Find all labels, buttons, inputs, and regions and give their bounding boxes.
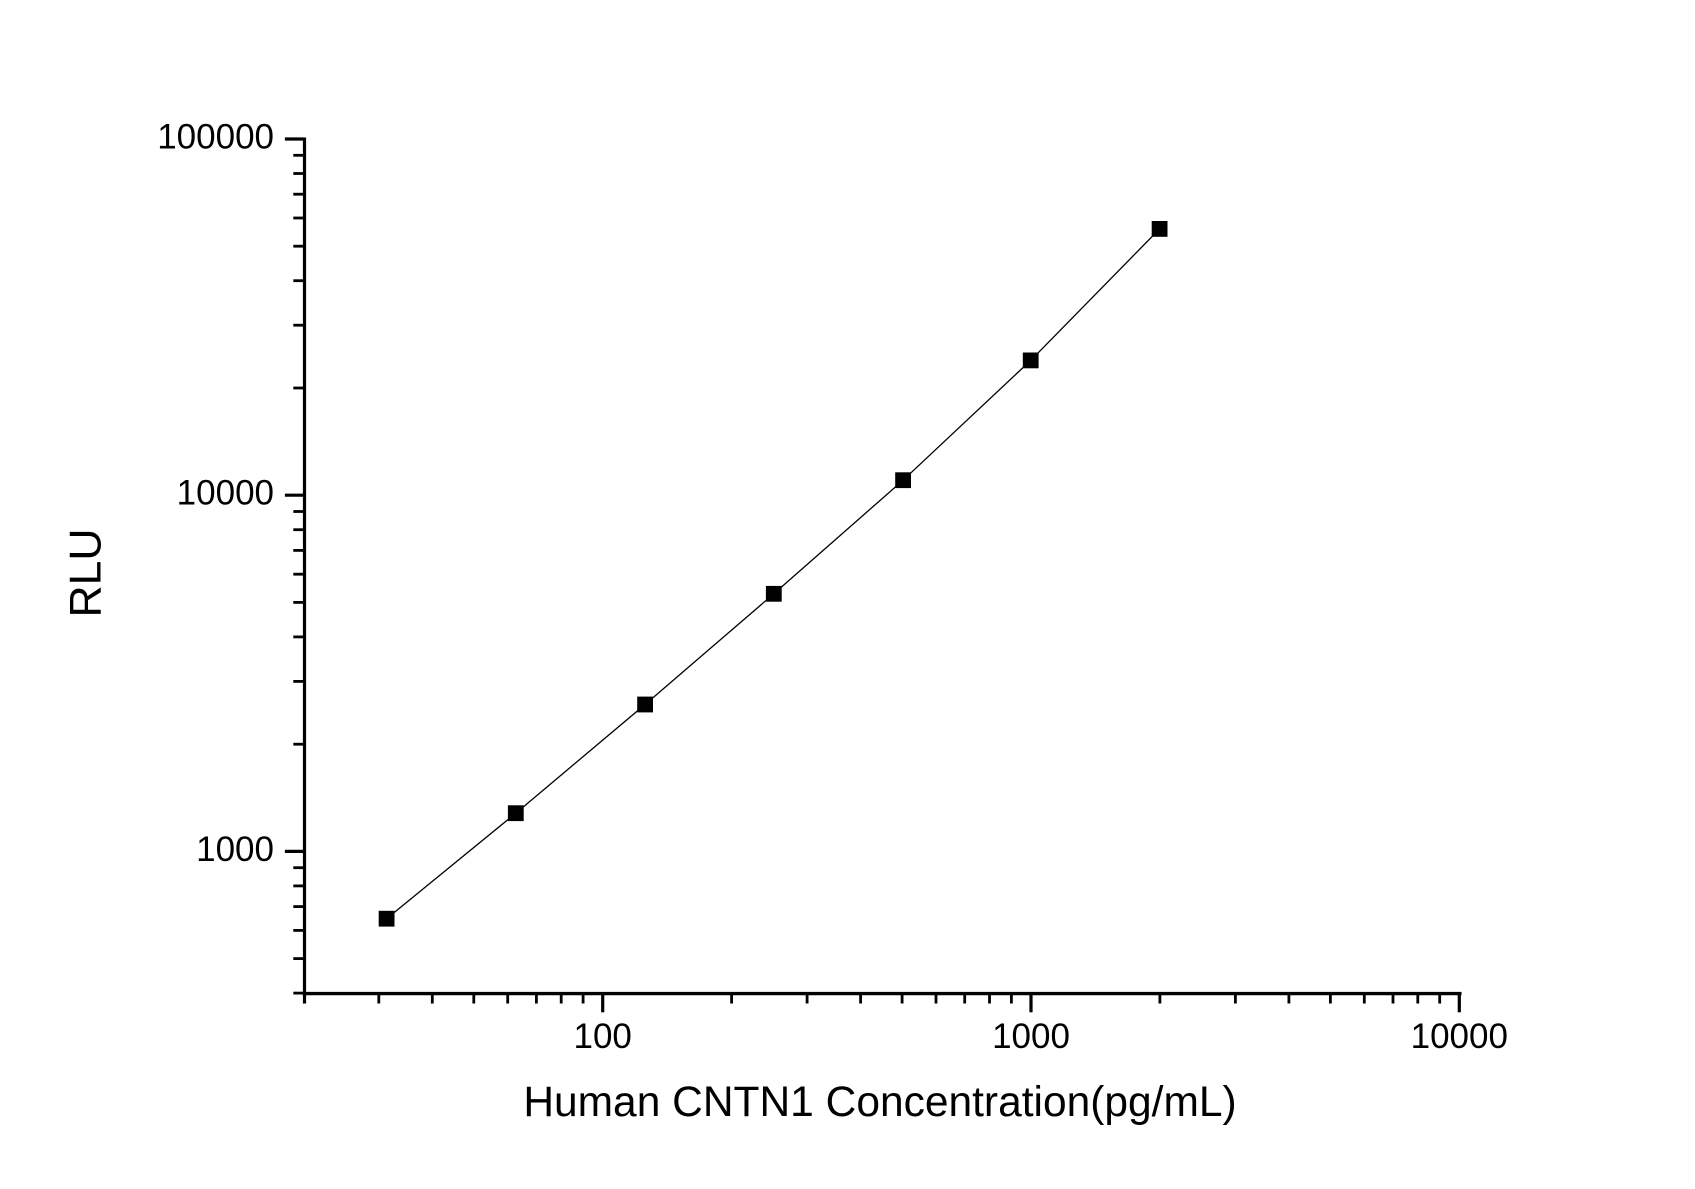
svg-text:1000: 1000 [196, 830, 274, 869]
svg-text:Human CNTN1 Concentration(pg/m: Human CNTN1 Concentration(pg/mL) [523, 1079, 1236, 1126]
svg-text:10000: 10000 [1411, 1017, 1508, 1056]
svg-text:RLU: RLU [62, 528, 111, 617]
svg-text:100000: 100000 [157, 117, 274, 156]
svg-text:1000: 1000 [992, 1017, 1070, 1056]
svg-text:10000: 10000 [177, 474, 274, 513]
svg-text:100: 100 [573, 1017, 631, 1056]
